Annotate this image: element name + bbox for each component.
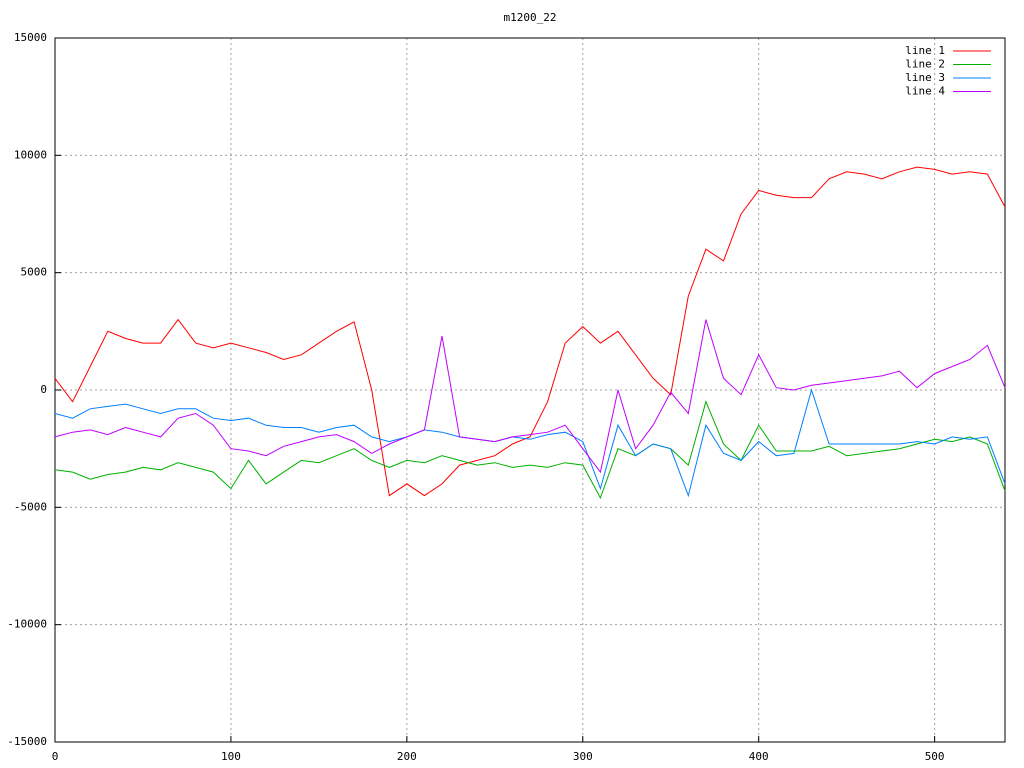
legend-label: line 4 [905, 85, 945, 98]
series-line [54, 388, 1006, 498]
series-line [54, 400, 1006, 500]
chart-title: m1200_22 [504, 11, 557, 24]
x-tick-label: 200 [397, 750, 417, 763]
series-line [54, 166, 1006, 497]
x-tick-label: 300 [573, 750, 593, 763]
y-tick-label: 5000 [21, 266, 48, 279]
legend-label: line 2 [905, 58, 945, 71]
legend-label: line 1 [905, 44, 945, 57]
x-tick-label: 500 [925, 750, 945, 763]
x-tick-label: 100 [221, 750, 241, 763]
y-tick-label: 0 [40, 383, 47, 396]
y-tick-label: -10000 [7, 618, 47, 631]
plot-frame [54, 37, 1006, 743]
y-tick-label: 10000 [14, 148, 47, 161]
series-line [54, 319, 1006, 474]
y-tick-label: -15000 [7, 735, 47, 748]
x-tick-label: 400 [749, 750, 769, 763]
y-tick-label: 15000 [14, 31, 47, 44]
legend-label: line 3 [905, 71, 945, 84]
x-tick-label: 0 [52, 750, 59, 763]
y-tick-label: -5000 [14, 500, 47, 513]
